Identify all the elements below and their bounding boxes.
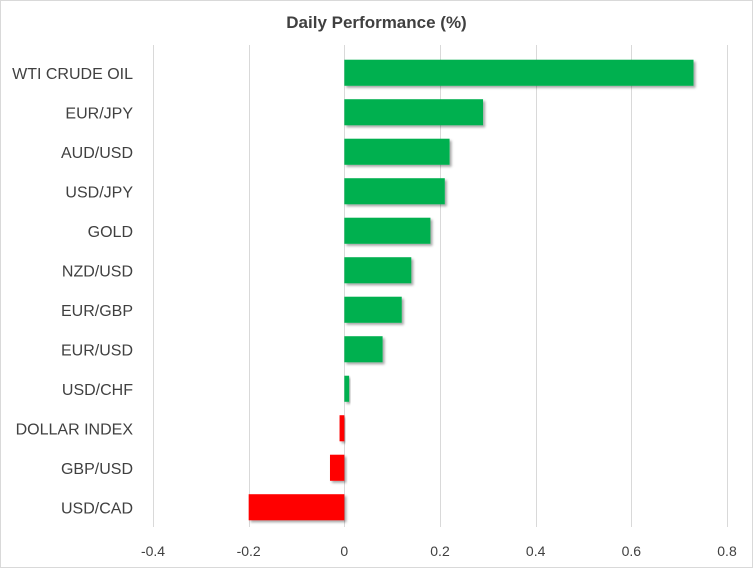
bar bbox=[248, 494, 345, 521]
x-tick-label: 0.8 bbox=[717, 543, 737, 559]
bar bbox=[344, 296, 402, 323]
x-tick-label: 0.2 bbox=[430, 543, 450, 559]
category-label: AUD/USD bbox=[61, 145, 133, 162]
category-label: USD/CHF bbox=[62, 382, 133, 399]
x-tick-label: -0.2 bbox=[237, 543, 261, 559]
bar bbox=[344, 217, 431, 244]
gridlines bbox=[153, 45, 728, 527]
category-label: GBP/USD bbox=[61, 461, 133, 478]
category-label: NZD/USD bbox=[62, 263, 133, 280]
category-label: EUR/GBP bbox=[61, 303, 133, 320]
category-label: DOLLAR INDEX bbox=[16, 421, 134, 438]
bar bbox=[329, 454, 345, 481]
x-tick-label: 0.6 bbox=[622, 543, 642, 559]
bar bbox=[339, 415, 345, 442]
bar bbox=[344, 178, 445, 205]
x-tick-label: 0.4 bbox=[526, 543, 546, 559]
bar bbox=[344, 375, 350, 402]
x-tick-label: 0 bbox=[340, 543, 348, 559]
category-labels: WTI CRUDE OIL EUR/JPY AUD/USD USD/JPY GOLD NZ… bbox=[12, 66, 133, 518]
bar bbox=[344, 99, 484, 126]
chart-title: Daily Performance (%) bbox=[286, 13, 467, 32]
category-label: USD/JPY bbox=[65, 184, 133, 201]
bars bbox=[248, 59, 694, 521]
category-label: EUR/JPY bbox=[65, 105, 133, 122]
category-label: EUR/USD bbox=[61, 342, 133, 359]
bar bbox=[344, 138, 450, 165]
bar bbox=[344, 336, 383, 363]
category-label: WTI CRUDE OIL bbox=[12, 66, 133, 83]
x-tick-label: -0.4 bbox=[141, 543, 165, 559]
x-axis-tick-labels: -0.4 -0.2 0 0.2 0.4 0.6 0.8 bbox=[141, 543, 737, 559]
bar bbox=[344, 59, 694, 86]
bar bbox=[344, 257, 412, 284]
category-label: USD/CAD bbox=[61, 500, 133, 517]
category-label: GOLD bbox=[88, 224, 133, 241]
